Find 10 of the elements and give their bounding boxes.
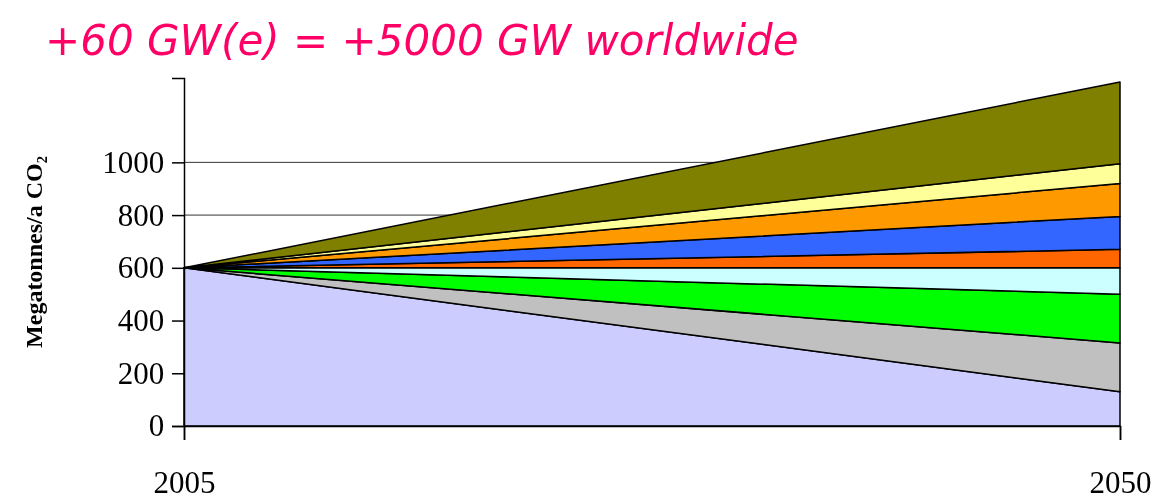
y-tick-label: 1000 bbox=[102, 144, 165, 180]
y-axis-title: Megatonnes/a CO₂ bbox=[21, 156, 47, 348]
chart-title: +60 GW(e) = +5000 GW worldwide bbox=[45, 16, 799, 65]
y-tick-label: 800 bbox=[117, 197, 165, 233]
x-tick-label: 2050 bbox=[1089, 464, 1152, 500]
y-tick-label: 0 bbox=[148, 408, 165, 444]
x-tick-label: 2005 bbox=[153, 464, 216, 500]
y-tick-label: 200 bbox=[117, 355, 165, 391]
y-tick-label: 400 bbox=[117, 302, 165, 338]
y-tick-label: 600 bbox=[117, 250, 165, 286]
